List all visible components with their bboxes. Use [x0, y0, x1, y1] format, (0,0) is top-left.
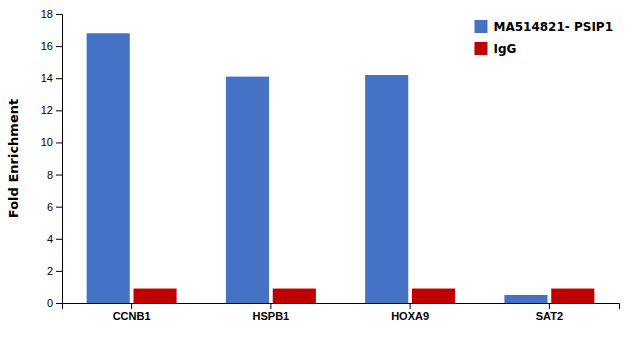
legend-item: MA514821- PSIP1	[474, 20, 613, 34]
y-tick-label: 10	[41, 136, 53, 148]
y-tick: 4	[47, 233, 62, 245]
legend-swatch	[474, 42, 487, 55]
y-tick-mark	[56, 78, 62, 79]
x-tick-label: CCNB1	[113, 310, 151, 322]
y-tick-mark	[56, 207, 62, 208]
plot-area: CCNB1 HSPB1 HOXA9 SAT2 0 2 4 6 8 10 12 14 16 18 MA5148…	[41, 8, 620, 322]
x-tick-mark	[131, 303, 132, 309]
bar	[504, 295, 547, 303]
x-tick-label: HOXA9	[391, 310, 429, 322]
x-tick-mark	[549, 303, 550, 309]
y-axis-title: Fold Enrichment	[6, 99, 21, 218]
x-tick: HSPB1	[253, 303, 290, 322]
y-tick: 8	[47, 169, 62, 181]
y-tick-label: 6	[47, 201, 53, 213]
bar	[551, 289, 594, 303]
y-tick: 12	[41, 104, 62, 116]
y-tick-mark	[56, 303, 62, 304]
y-tick-mark	[56, 46, 62, 47]
y-axis-line	[56, 15, 63, 304]
y-tick: 6	[47, 201, 62, 213]
y-tick-mark	[56, 175, 62, 176]
y-tick-label: 8	[47, 169, 53, 181]
y-tick-label: 4	[47, 233, 53, 245]
x-tick: HOXA9	[391, 303, 429, 322]
x-tick-label: HSPB1	[253, 310, 290, 322]
bar	[412, 289, 455, 303]
y-tick: 14	[41, 72, 62, 84]
x-tick-mark	[410, 303, 411, 309]
legend-label: IgG	[493, 42, 516, 56]
y-tick: 0	[47, 297, 62, 309]
legend: MA514821- PSIP1 IgG	[474, 20, 613, 56]
y-tick-label: 0	[47, 297, 53, 309]
y-tick: 10	[41, 136, 62, 148]
y-tick-label: 18	[41, 8, 53, 20]
bar	[133, 289, 176, 303]
x-tick-mark	[270, 303, 271, 309]
legend-item: IgG	[474, 42, 516, 56]
y-tick: 18	[41, 8, 62, 20]
legend-swatch	[474, 20, 487, 33]
y-tick-label: 16	[41, 40, 53, 52]
chart: CCNB1 HSPB1 HOXA9 SAT2 0 2 4 6 8 10 12 14 16 18 MA5148…	[0, 0, 635, 337]
y-tick-mark	[56, 110, 62, 111]
legend-label: MA514821- PSIP1	[493, 20, 613, 34]
y-axis: 0 2 4 6 8 10 12 14 16 18	[41, 8, 63, 309]
x-axis-line	[63, 304, 620, 310]
y-tick-label: 14	[41, 72, 53, 84]
x-tick: SAT2	[536, 303, 563, 322]
bar	[226, 77, 269, 303]
y-tick: 2	[47, 265, 62, 277]
y-tick-mark	[56, 14, 62, 15]
x-axis: CCNB1 HSPB1 HOXA9 SAT2	[63, 303, 620, 322]
bar	[365, 75, 408, 303]
x-tick: CCNB1	[113, 303, 151, 322]
y-tick-mark	[56, 239, 62, 240]
bar	[273, 289, 316, 303]
x-tick-label: SAT2	[536, 310, 563, 322]
bars	[87, 33, 595, 303]
y-tick-mark	[56, 271, 62, 272]
y-tick-label: 2	[47, 265, 53, 277]
y-tick: 16	[41, 40, 62, 52]
bar	[87, 33, 130, 303]
y-tick-label: 12	[41, 104, 53, 116]
y-tick-mark	[56, 142, 62, 143]
